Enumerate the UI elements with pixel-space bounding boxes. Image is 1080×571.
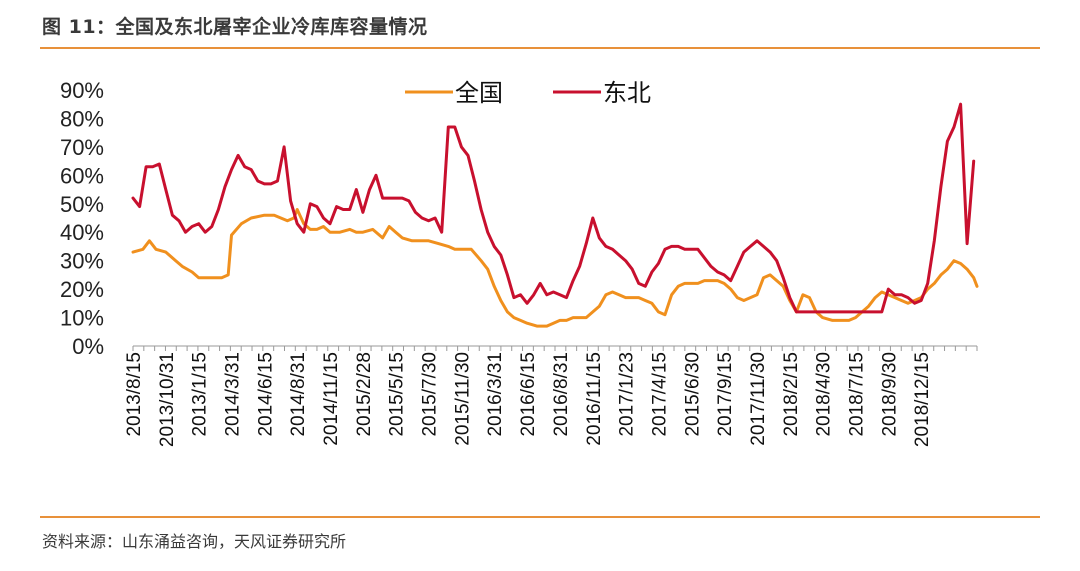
x-tick-label: 2018/9/30: [879, 352, 900, 437]
source-note: 资料来源：山东涌益咨询，天风证券研究所: [42, 532, 347, 551]
x-tick-label: 2015/2/28: [354, 352, 375, 437]
series-line-national: [131, 208, 979, 328]
x-tick-label: 2013/10/31: [157, 352, 178, 447]
x-tick-label: 2017/1/23: [617, 352, 638, 437]
x-tick-label: 2015/6/30: [682, 352, 703, 437]
x-tick-label: 2014/3/31: [223, 352, 244, 437]
x-tick-label: 2017/4/15: [649, 352, 670, 437]
x-tick-label: 2016/11/15: [584, 352, 605, 446]
x-tick-label: 2016/6/15: [518, 352, 539, 437]
legend-label: 东北: [603, 79, 651, 107]
x-tick-label: 2017/11/30: [748, 352, 769, 446]
y-tick-label: 0%: [72, 334, 104, 359]
x-axis: 2013/8/15 2013/10/31 2013/1/15 2014/3/31 201…: [124, 345, 978, 447]
y-tick-label: 90%: [60, 78, 104, 103]
series-line-northeast: [131, 102, 976, 314]
x-tick-label: 2015/5/15: [387, 352, 408, 437]
y-tick-label: 80%: [60, 106, 104, 131]
series-layer: [131, 102, 979, 328]
y-axis: 0% 10% 20% 30% 40% 50% 60% 70% 80% 90%: [60, 78, 104, 359]
x-tick-label: 2018/4/30: [814, 352, 835, 437]
x-tick-label: 2018/2/15: [781, 352, 802, 437]
x-tick-label: 2016/8/31: [551, 352, 572, 437]
x-tick-label: 2017/9/15: [715, 352, 736, 437]
x-tick-label: 2014/6/15: [255, 352, 276, 437]
top-rule: [40, 47, 1040, 49]
x-tick-label: 2014/8/31: [288, 352, 309, 437]
x-tick-label: 2013/1/15: [190, 352, 211, 437]
x-tick-label: 2015/11/30: [452, 352, 473, 446]
figure-title: 图 11：全国及东北屠宰企业冷库库容量情况: [42, 16, 428, 38]
x-tick-label: 2014/11/15: [321, 352, 342, 446]
legend-label: 全国: [455, 79, 503, 107]
legend: 全国 东北: [405, 79, 651, 107]
y-tick-label: 20%: [60, 277, 104, 302]
y-tick-label: 30%: [60, 249, 104, 274]
bottom-rule: [40, 516, 1040, 518]
y-tick-label: 10%: [60, 306, 104, 331]
y-tick-label: 50%: [60, 192, 104, 217]
x-tick-label: 2018/7/15: [846, 352, 867, 437]
x-tick-label: 2016/3/31: [485, 352, 506, 437]
y-tick-label: 70%: [60, 135, 104, 160]
x-tick-label: 2018/12/15: [912, 352, 933, 447]
x-tick-label: 2015/7/30: [420, 352, 441, 437]
y-tick-label: 40%: [60, 220, 104, 245]
x-tick-label: 2013/8/15: [124, 352, 145, 437]
y-tick-label: 60%: [60, 163, 104, 188]
